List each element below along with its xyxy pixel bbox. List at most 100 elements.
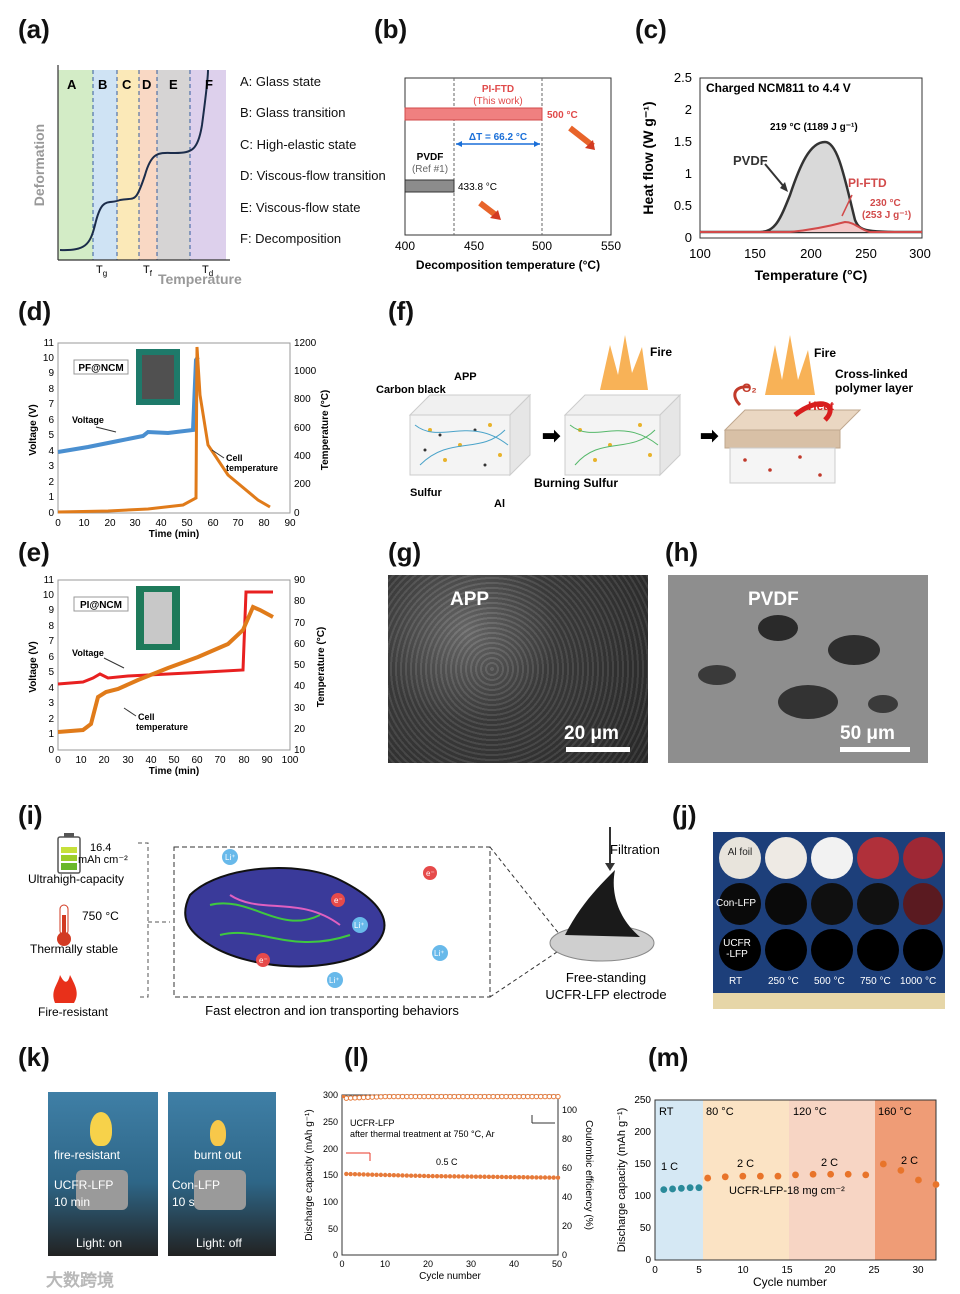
ytick: 9 [48, 605, 54, 616]
filtration-label: Filtration [610, 842, 660, 857]
ytick: 4 [48, 683, 54, 694]
efficiency-point [460, 1093, 466, 1100]
x-axis-title: Cycle number [419, 1271, 481, 1282]
efficiency-point [473, 1093, 479, 1100]
efficiency-point [360, 1094, 367, 1101]
xtick: 90 [284, 518, 296, 529]
region-e: E [169, 77, 178, 92]
xtick: 20 [423, 1259, 433, 1269]
xtick: 10 [380, 1259, 390, 1269]
bar-pi-ftd [404, 107, 543, 121]
efficiency-point [378, 1094, 384, 1100]
y-axis-title: Deformation [31, 124, 47, 206]
zone-120: 120 °C [793, 1106, 827, 1118]
rate-2c-a: 2 C [737, 1158, 754, 1170]
efficiency-point [529, 1093, 535, 1100]
tick-td: Td [202, 264, 213, 278]
capacity-point [547, 1175, 552, 1180]
ytick: 8 [48, 384, 54, 395]
efficiency-point [555, 1093, 561, 1100]
battery-icon [57, 833, 81, 874]
capacity-point [551, 1175, 556, 1180]
efficiency-point [464, 1093, 470, 1100]
region-a: A [67, 77, 77, 92]
sem-name: APP [450, 589, 490, 610]
bar1-title: PI-FTD [482, 84, 514, 95]
scale-bar [566, 747, 630, 752]
scale-text: 50 μm [840, 723, 895, 744]
rate-label: 0.5 C [436, 1157, 458, 1167]
ytick: 100 [634, 1191, 651, 1202]
ytick: 1 [48, 492, 54, 503]
ytick: 6 [48, 652, 54, 663]
panel-label-j: (j) [672, 800, 697, 830]
y2-axis-title: Temperature (°C) [316, 627, 327, 708]
y2tick: 80 [294, 596, 306, 607]
xtick: 150 [744, 246, 766, 261]
chart-title: Charged NCM811 to 4.4 V [706, 81, 851, 95]
capacity-point [361, 1172, 366, 1177]
capacity-point [695, 1184, 703, 1192]
efficiency-point [386, 1093, 393, 1100]
scale-text: 20 μm [564, 723, 619, 744]
efficiency-point [546, 1093, 553, 1100]
y2tick: 40 [562, 1192, 572, 1202]
capacity-point [430, 1173, 435, 1179]
xtick: 30 [122, 755, 134, 766]
cycling-chart: UCFR-LFP after thermal treatment at 750 … [304, 1090, 594, 1282]
delta-label: ΔT = 66.2 °C [469, 132, 527, 143]
li-label: Li⁺ [225, 853, 235, 862]
efficiency-point [512, 1093, 518, 1100]
ytick: 5 [48, 430, 54, 441]
efficiency-point [373, 1094, 380, 1100]
xtick: 500 [532, 239, 552, 253]
capacity-point [827, 1170, 835, 1178]
capacity-point [391, 1173, 397, 1178]
efficiency-point [542, 1093, 548, 1100]
efficiency-point [490, 1093, 496, 1100]
y-axis-title: Heat flow (W g⁻¹) [640, 101, 656, 214]
xtick: 80 [258, 518, 270, 529]
ytick: 250 [323, 1117, 338, 1127]
bar1-sub: (This work) [473, 96, 522, 107]
bar2-sub: (Ref #1) [412, 164, 448, 175]
capacity-point [525, 1175, 530, 1180]
efficiency-point [486, 1093, 492, 1100]
region-c: C [122, 77, 132, 92]
efficiency-point [550, 1093, 557, 1100]
efficiency-point [434, 1093, 440, 1100]
burn-test-left: fire-resistant UCFR-LFP 10 min Light: on [48, 1092, 158, 1256]
capacity-point [478, 1174, 483, 1179]
phase-diagram: A B C D E F Tg Tf Td Temperature Deforma… [31, 65, 242, 287]
sulfur-label: Sulfur [410, 487, 442, 499]
y2tick: 70 [294, 618, 306, 629]
capacity-point [447, 1174, 453, 1179]
sem-image-pvdf: PVDF 50 μm [668, 575, 928, 763]
capacity-point [508, 1174, 513, 1180]
cell-label-a: Cell [138, 712, 155, 722]
label-b: UCFR-LFP [54, 1178, 114, 1192]
pvdf-label: PVDF [733, 153, 768, 168]
label-c: 10 s [172, 1195, 195, 1209]
tick-tg: Tg [96, 264, 107, 278]
bar2-title: PVDF [417, 152, 444, 163]
capacity-point [452, 1174, 457, 1179]
ytick: 50 [328, 1224, 338, 1234]
peak2b-label: (253 J g⁻¹) [862, 210, 911, 221]
burn-test-right: burnt out Con-LFP 10 s Light: off [168, 1092, 276, 1256]
capacity-point [395, 1173, 401, 1178]
xtick: 25 [868, 1265, 880, 1276]
heat-test-photo: Al foil Con-LFP UCFR -LFP RT 250 °C 500 … [713, 832, 945, 1009]
xtick: 10 [78, 518, 90, 529]
pi-ncm-chart: PI@NCM Voltage Cell temperature 0 1 2 3 … [28, 575, 327, 777]
y-axis-title: Voltage (V) [28, 641, 39, 692]
efficiency-point [516, 1093, 522, 1100]
ytick: 4 [48, 446, 54, 457]
line2: after thermal treatment at 750 °C, Ar [350, 1129, 495, 1139]
capacity-point [426, 1173, 431, 1179]
xtick: 100 [689, 246, 711, 261]
ytick: 2 [685, 102, 692, 117]
capacity-point [721, 1173, 729, 1181]
voltage-label: Voltage [72, 415, 104, 425]
efficiency-point [408, 1093, 414, 1100]
